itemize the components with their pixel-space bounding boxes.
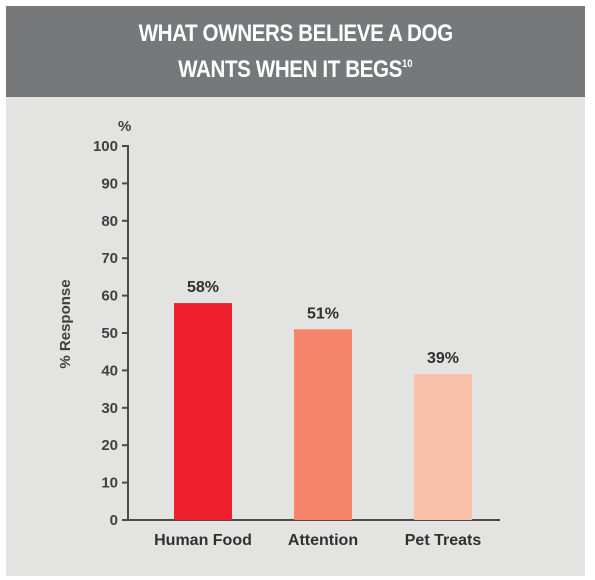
data-label: 39% <box>427 350 459 367</box>
bar <box>414 374 472 520</box>
y-tick-label: 80 <box>101 213 118 230</box>
data-label: 58% <box>187 279 219 296</box>
x-tick-label: Attention <box>288 532 358 549</box>
y-tick-label: 100 <box>93 138 118 155</box>
y-tick-label: 60 <box>101 288 118 305</box>
title-line-1: WHAT OWNERS BELIEVE A DOG <box>138 20 453 47</box>
y-tick-label: 30 <box>101 400 118 417</box>
bar <box>174 303 232 520</box>
title-line-2: WANTS WHEN IT BEGS10 <box>178 49 412 85</box>
y-tick-label: 50 <box>101 325 118 342</box>
y-tick-label: 0 <box>110 512 118 529</box>
title-footnote: 10 <box>402 58 413 70</box>
y-tick-label: 90 <box>101 175 118 192</box>
y-tick-label: 20 <box>101 437 118 454</box>
data-label: 51% <box>307 305 339 322</box>
y-tick-label: 40 <box>101 362 118 379</box>
y-axis-unit: % <box>118 118 131 135</box>
bar <box>294 329 352 520</box>
x-tick-label: Pet Treats <box>405 532 482 549</box>
y-tick-label: 70 <box>101 250 118 267</box>
title-line-2-text: WANTS WHEN IT BEGS <box>178 56 403 83</box>
chart-title: WHAT OWNERS BELIEVE A DOG WANTS WHEN IT … <box>6 6 585 97</box>
x-tick-label: Human Food <box>154 532 252 549</box>
y-tick-label: 10 <box>101 475 118 492</box>
y-axis-title: % Response <box>57 279 74 368</box>
